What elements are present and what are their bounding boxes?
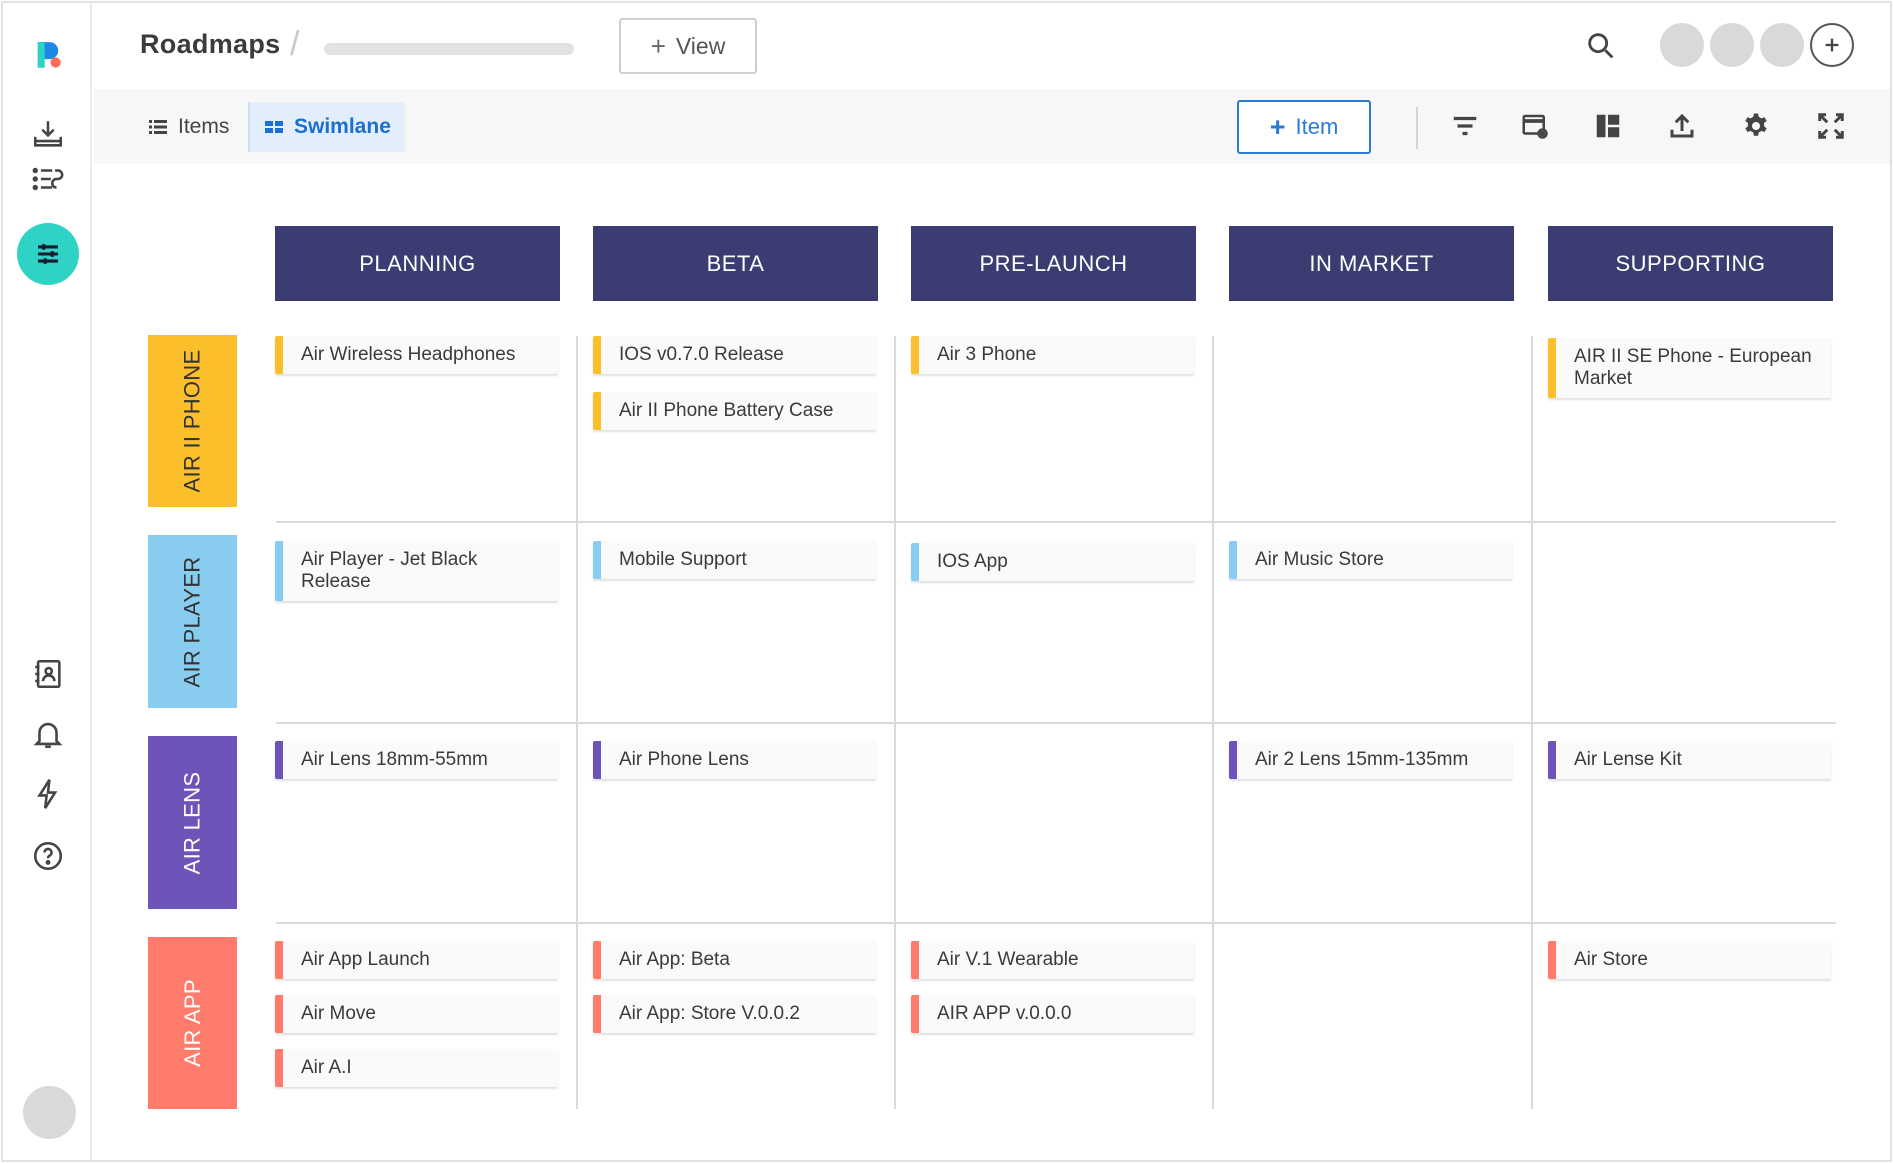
lane-divider bbox=[276, 521, 1836, 523]
roadmap-card[interactable]: IOS v0.7.0 Release bbox=[593, 336, 876, 374]
filter-button[interactable] bbox=[1448, 109, 1482, 143]
roadmap-card[interactable]: Air Player - Jet Black Release bbox=[275, 541, 558, 601]
rail-notifications[interactable] bbox=[17, 703, 79, 765]
add-item-label: Item bbox=[1295, 114, 1339, 139]
lightning-icon bbox=[37, 779, 58, 809]
tab-swimlane-label: Swimlane bbox=[294, 115, 391, 138]
column-header-in-market[interactable]: IN MARKET bbox=[1229, 226, 1514, 301]
lane-divider bbox=[276, 722, 1836, 724]
gear-icon bbox=[1745, 113, 1767, 136]
toolbar-divider bbox=[1416, 107, 1418, 149]
roadmap-card[interactable]: Air App: Beta bbox=[593, 941, 876, 979]
help-circle-icon bbox=[33, 841, 63, 871]
card-fields-button[interactable] bbox=[1518, 109, 1552, 143]
roadmap-card[interactable]: Mobile Support bbox=[593, 541, 876, 579]
upload-icon bbox=[1670, 113, 1694, 138]
contacts-book-icon bbox=[35, 659, 61, 689]
roadmap-card[interactable]: Air Phone Lens bbox=[593, 741, 876, 779]
column-header-beta[interactable]: BETA bbox=[593, 226, 878, 301]
column-header-pre-launch[interactable]: PRE-LAUNCH bbox=[911, 226, 1196, 301]
roadmap-card[interactable]: Air Move bbox=[275, 995, 558, 1033]
roadmap-card[interactable]: Air II Phone Battery Case bbox=[593, 392, 876, 430]
breadcrumb-separator: / bbox=[290, 25, 300, 63]
top-bar: Roadmaps / + View bbox=[94, 3, 1890, 89]
left-rail bbox=[3, 3, 92, 1160]
lane-label-air-ii-phone[interactable]: AIR II PHONE bbox=[148, 335, 237, 507]
tab-items[interactable]: Items bbox=[134, 102, 243, 152]
roadmap-card[interactable]: Air Lense Kit bbox=[1548, 741, 1831, 779]
rail-contacts[interactable] bbox=[17, 643, 79, 705]
plus-icon: + bbox=[1269, 111, 1286, 142]
bell-icon bbox=[33, 722, 63, 749]
avatar[interactable] bbox=[1710, 23, 1754, 67]
roadmap-card[interactable]: Air 2 Lens 15mm-135mm bbox=[1229, 741, 1512, 779]
lane-label-air-app[interactable]: AIR APP bbox=[148, 937, 237, 1109]
lane-divider bbox=[276, 922, 1836, 924]
tab-swimlane[interactable]: Swimlane bbox=[248, 102, 405, 152]
logo-icon bbox=[37, 42, 61, 68]
collaborator-avatars bbox=[1660, 23, 1854, 67]
roadmap-card[interactable]: Air Music Store bbox=[1229, 541, 1512, 579]
layout-icon bbox=[1596, 114, 1620, 138]
roadmap-card[interactable]: Air 3 Phone bbox=[911, 336, 1194, 374]
add-view-button[interactable]: + View bbox=[619, 18, 757, 74]
roadmap-card[interactable]: Air Lens 18mm-55mm bbox=[275, 741, 558, 779]
plus-icon: + bbox=[650, 30, 666, 61]
lane-label-air-player[interactable]: AIR PLAYER bbox=[148, 535, 237, 708]
rail-inbox[interactable] bbox=[17, 103, 79, 165]
roadmap-card[interactable]: AIR APP v.0.0.0 bbox=[911, 995, 1194, 1033]
add-view-label: View bbox=[675, 32, 726, 59]
rail-integrations[interactable] bbox=[17, 763, 79, 825]
tab-items-label: Items bbox=[178, 115, 230, 138]
roadmap-card[interactable]: Air Store bbox=[1548, 941, 1831, 979]
avatar[interactable] bbox=[1760, 23, 1804, 67]
fullscreen-button[interactable] bbox=[1814, 109, 1848, 143]
roadmap-card[interactable]: Air Wireless Headphones bbox=[275, 336, 558, 374]
column-header-supporting[interactable]: SUPPORTING bbox=[1548, 226, 1833, 301]
page-title: Roadmaps bbox=[140, 29, 281, 59]
roadmap-card[interactable]: Air V.1 Wearable bbox=[911, 941, 1194, 979]
roadmap-card[interactable]: Air App Launch bbox=[275, 941, 558, 979]
download-tray-icon bbox=[33, 121, 63, 147]
user-avatar[interactable] bbox=[23, 1086, 76, 1139]
roadmap-card[interactable]: AIR II SE Phone - European Market bbox=[1548, 338, 1831, 398]
view-toolbar: Items Swimlane + Item bbox=[94, 89, 1890, 164]
swimlane-icon bbox=[265, 121, 283, 133]
list-redo-icon bbox=[32, 167, 64, 191]
roadmap-card[interactable]: IOS App bbox=[911, 543, 1194, 581]
rail-roadmaps[interactable] bbox=[17, 223, 79, 285]
card-settings-icon bbox=[1522, 114, 1548, 139]
lane-label-air-lens[interactable]: AIR LENS bbox=[148, 736, 237, 909]
plus-icon bbox=[1825, 38, 1839, 52]
app-logo[interactable] bbox=[17, 23, 79, 85]
rail-help[interactable] bbox=[17, 825, 79, 887]
list-icon bbox=[149, 120, 167, 134]
add-item-button[interactable]: + Item bbox=[1237, 100, 1371, 154]
add-collaborator-button[interactable] bbox=[1810, 23, 1854, 67]
breadcrumb-placeholder[interactable] bbox=[324, 43, 574, 55]
filter-icon bbox=[1453, 116, 1477, 136]
expand-icon bbox=[1818, 113, 1844, 139]
column-header-planning[interactable]: PLANNING bbox=[275, 226, 560, 301]
avatar[interactable] bbox=[1660, 23, 1704, 67]
export-button[interactable] bbox=[1665, 109, 1699, 143]
search-icon[interactable] bbox=[1584, 29, 1618, 63]
roadmap-icon bbox=[38, 244, 58, 264]
settings-button[interactable] bbox=[1739, 109, 1773, 143]
roadmap-card[interactable]: Air A.I bbox=[275, 1049, 558, 1087]
roadmap-card[interactable]: Air App: Store V.0.0.2 bbox=[593, 995, 876, 1033]
rail-ideas[interactable] bbox=[17, 148, 79, 210]
layout-button[interactable] bbox=[1591, 109, 1625, 143]
